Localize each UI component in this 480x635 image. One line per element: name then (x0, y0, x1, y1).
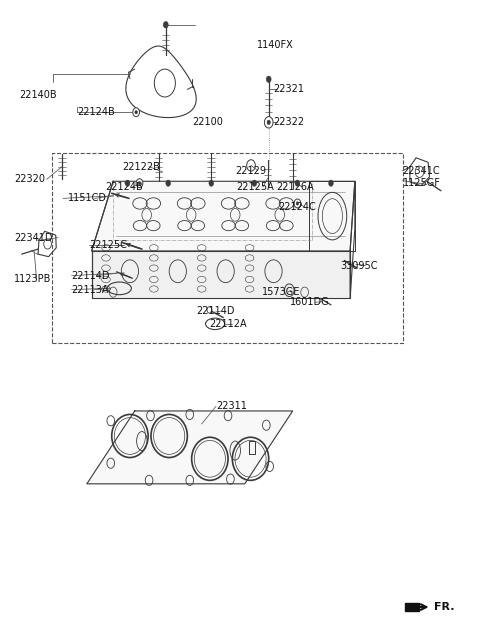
Circle shape (136, 178, 143, 187)
Text: 22322: 22322 (274, 117, 305, 128)
Circle shape (266, 76, 271, 83)
Circle shape (264, 117, 273, 128)
Circle shape (166, 180, 170, 186)
Text: 22125C: 22125C (89, 240, 127, 250)
Text: 1125GF: 1125GF (403, 178, 441, 188)
Circle shape (135, 110, 137, 114)
Text: 22341C: 22341C (403, 166, 440, 175)
Text: 1151CD: 1151CD (68, 194, 107, 203)
Text: 22112A: 22112A (209, 319, 247, 329)
Text: 22122B: 22122B (122, 162, 160, 171)
Text: 1123PB: 1123PB (14, 274, 51, 284)
Circle shape (163, 22, 168, 28)
Circle shape (209, 180, 214, 186)
Circle shape (328, 180, 333, 186)
Text: 1601DG: 1601DG (290, 297, 330, 307)
Text: 22113A: 22113A (72, 284, 109, 295)
Text: 22341D: 22341D (14, 232, 53, 243)
Text: 22124B: 22124B (105, 182, 143, 192)
Circle shape (295, 180, 300, 186)
Circle shape (252, 180, 257, 186)
Text: 22321: 22321 (274, 84, 304, 95)
Text: 22124C: 22124C (278, 203, 316, 212)
Circle shape (296, 202, 299, 205)
Text: FR.: FR. (434, 602, 455, 612)
Polygon shape (92, 251, 350, 298)
Text: 22114D: 22114D (196, 306, 234, 316)
Circle shape (133, 108, 140, 117)
Polygon shape (87, 411, 293, 484)
Text: 33095C: 33095C (340, 260, 378, 271)
Text: 22126A: 22126A (276, 182, 314, 192)
Text: 22140B: 22140B (19, 90, 57, 100)
Text: 1140FX: 1140FX (257, 40, 293, 50)
Text: 1573GE: 1573GE (262, 287, 300, 297)
Text: 22124B: 22124B (77, 107, 115, 117)
Text: 22125A: 22125A (236, 182, 274, 192)
Circle shape (294, 199, 301, 208)
Text: 22311: 22311 (216, 401, 247, 411)
Text: 22100: 22100 (192, 117, 223, 128)
Text: 22320: 22320 (14, 175, 45, 184)
Text: 22114D: 22114D (72, 271, 110, 281)
Circle shape (125, 180, 130, 186)
Text: 22129: 22129 (235, 166, 266, 175)
Circle shape (138, 182, 141, 185)
Bar (405, 603, 419, 612)
Polygon shape (92, 181, 355, 251)
Circle shape (267, 120, 270, 124)
